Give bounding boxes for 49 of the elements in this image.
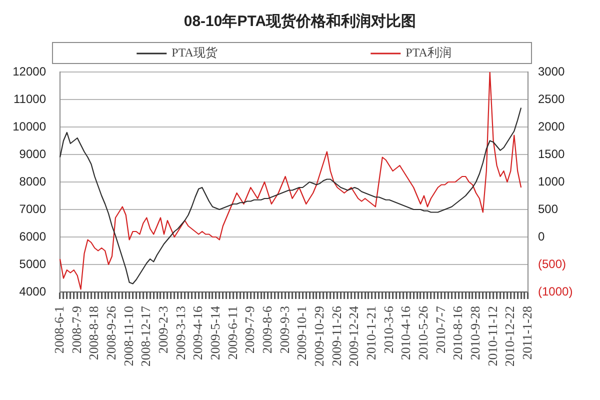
x-tick-label: 2009-12-24 bbox=[346, 306, 362, 367]
y2-tick-label: 2000 bbox=[538, 119, 566, 134]
y-tick-label: 12000 bbox=[12, 64, 46, 78]
x-tick-label: 2010-12-22 bbox=[502, 306, 518, 367]
x-tick-label: 2009-2-3 bbox=[155, 306, 170, 354]
x-tick-label: 2010-9-28 bbox=[467, 306, 482, 360]
x-tick-label: 2010-1-21 bbox=[363, 306, 378, 360]
y2-tick-label: 500 bbox=[538, 202, 558, 216]
y-tick-label: 6000 bbox=[19, 229, 46, 244]
x-tick-label: 2010-4-16 bbox=[398, 306, 414, 360]
x-tick-label: 2008-6-1 bbox=[51, 306, 66, 354]
y-tick-label: 11000 bbox=[14, 92, 46, 106]
x-tick-label: 2008-8-18 bbox=[86, 306, 102, 360]
x-tick-label: 2010-7-7 bbox=[432, 306, 448, 354]
y-tick-label: 7000 bbox=[19, 202, 46, 216]
chart-title: 08-10年PTA现货价格和利润对比图 bbox=[184, 12, 416, 30]
legend-label: PTA现货 bbox=[172, 46, 218, 60]
y-tick-label: 5000 bbox=[19, 256, 46, 271]
x-tick-label: 2011-1-28 bbox=[519, 306, 534, 360]
x-tick-label: 2010-3-6 bbox=[380, 306, 396, 354]
y-tick-label: 8000 bbox=[19, 174, 46, 188]
x-tick-label: 2009-7-9 bbox=[242, 306, 258, 354]
x-tick-label: 2009-10-29 bbox=[311, 306, 326, 367]
x-tick-label: 2008-9-26 bbox=[103, 306, 118, 360]
x-tick-label: 2008-7-9 bbox=[68, 306, 84, 354]
x-tick-label: 2010-11-12 bbox=[484, 306, 500, 366]
x-tick-label: 2010-5-26 bbox=[415, 306, 430, 360]
x-tick-label: 2009-3-13 bbox=[172, 306, 188, 360]
x-tick-label: 2009-10-1 bbox=[294, 306, 310, 360]
x-tick-label: 2009-9-3 bbox=[276, 306, 292, 354]
x-tick-label: 2009-5-14 bbox=[207, 306, 222, 360]
y2-tick-label: (500) bbox=[538, 256, 566, 271]
y-tick-label: 9000 bbox=[19, 146, 46, 161]
y-tick-label: 4000 bbox=[19, 284, 46, 298]
y2-tick-label: 1500 bbox=[538, 146, 566, 161]
x-tick-label: 2010-8-16 bbox=[450, 306, 466, 360]
legend-label: PTA利润 bbox=[406, 46, 452, 60]
y2-tick-label: 2500 bbox=[538, 92, 566, 106]
y-tick-label: 10000 bbox=[12, 119, 46, 134]
x-tick-label: 2008-12-17 bbox=[138, 306, 154, 367]
x-tick-label: 2009-11-26 bbox=[328, 306, 344, 366]
x-tick-label: 2008-11-10 bbox=[120, 306, 136, 366]
x-tick-label: 2009-4-16 bbox=[190, 306, 206, 360]
y2-tick-label: 1000 bbox=[538, 174, 566, 188]
x-tick-label: 2009-6-11 bbox=[224, 306, 240, 360]
y2-tick-label: 3000 bbox=[538, 64, 566, 78]
y2-tick-label: 0 bbox=[538, 229, 545, 244]
y2-tick-label: (1000) bbox=[538, 284, 573, 298]
x-tick-label: 2009-8-6 bbox=[259, 306, 274, 354]
